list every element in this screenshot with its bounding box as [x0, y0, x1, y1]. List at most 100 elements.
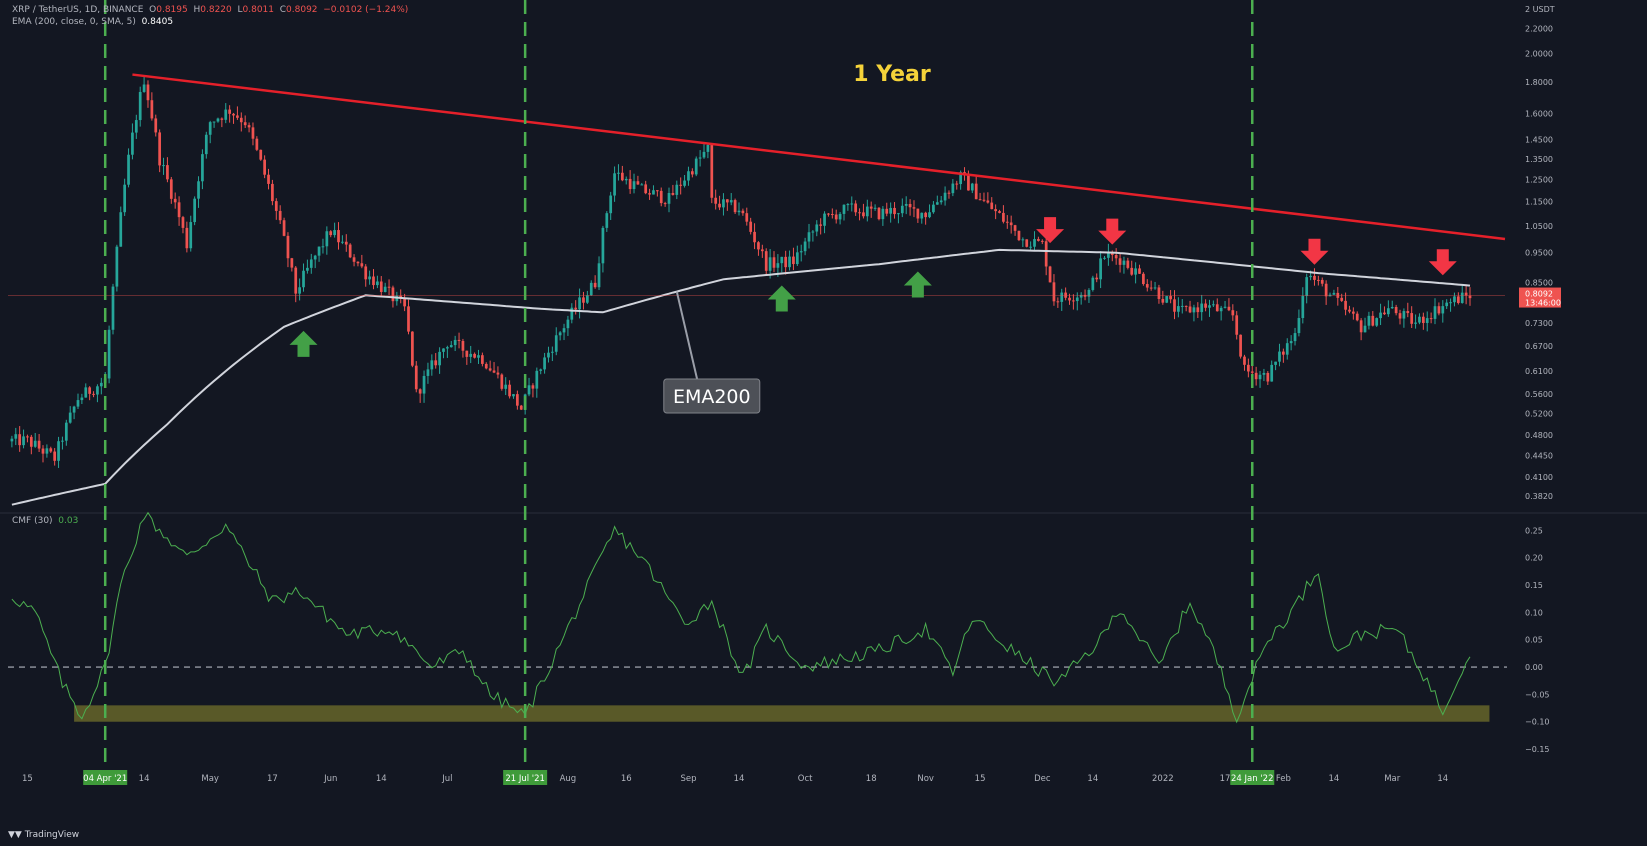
ema-callout-label: EMA200 — [673, 386, 751, 408]
ema-legend-label: EMA (200, close, 0, SMA, 5) — [12, 17, 136, 27]
x-tick-label: 14 — [1087, 774, 1098, 784]
candle-body — [578, 297, 581, 310]
candle-body — [893, 207, 896, 215]
candle-body — [414, 365, 418, 390]
price-tick-label: 0.4450 — [1525, 451, 1553, 460]
candle-body — [84, 387, 88, 398]
candle-body — [694, 158, 698, 175]
candle-body — [683, 180, 686, 186]
candle-body — [146, 84, 150, 101]
candle-body — [426, 369, 430, 376]
candle-body — [959, 172, 962, 185]
candle-body — [1005, 221, 1009, 223]
candle-body — [792, 256, 795, 265]
candle-body — [119, 212, 123, 247]
candle-body — [1247, 364, 1250, 372]
candle-body — [516, 394, 519, 406]
candle-body — [294, 267, 298, 294]
ema-legend-value: 0.8405 — [141, 17, 174, 27]
candle-body — [943, 192, 947, 201]
candle-body — [850, 203, 854, 205]
candle-body — [889, 207, 893, 214]
candle-body — [492, 370, 496, 373]
candle-body — [784, 256, 788, 268]
candle-body — [512, 394, 515, 397]
candle-body — [1208, 305, 1211, 308]
candle-body — [1363, 325, 1367, 333]
candle-body — [1145, 284, 1149, 288]
candle-body — [1274, 361, 1277, 365]
candle-body — [986, 200, 990, 203]
candle-body — [278, 210, 282, 221]
candle-body — [10, 438, 14, 442]
candle-body — [1293, 333, 1297, 342]
candle-body — [96, 386, 99, 395]
x-tick-label: 14 — [1329, 774, 1340, 784]
x-tick-label: Sep — [680, 774, 696, 784]
candle-body — [788, 256, 791, 268]
candle-body — [877, 207, 881, 220]
candle-body — [1219, 307, 1223, 312]
candle-body — [169, 179, 173, 199]
candle-body — [854, 203, 858, 213]
candle-body — [29, 436, 33, 447]
candle-body — [131, 132, 134, 155]
candle-body — [1340, 297, 1344, 301]
candle-body — [718, 203, 721, 208]
candle-body — [92, 393, 95, 395]
candle-body — [469, 353, 473, 357]
candle-body — [640, 184, 644, 186]
candle-body — [947, 192, 951, 194]
tradingview-logo-icon: ▼▼ — [8, 830, 22, 840]
low-value: 0.8011 — [242, 5, 275, 15]
x-tick-label: 16 — [621, 774, 632, 784]
candle-body — [873, 207, 877, 209]
candle-body — [348, 244, 352, 258]
candle-body — [1037, 239, 1040, 241]
candle-body — [177, 202, 181, 218]
candle-body — [687, 171, 690, 181]
candle-body — [1052, 282, 1056, 302]
candle-body — [904, 204, 908, 206]
tradingview-logo[interactable]: ▼▼ TradingView — [8, 830, 79, 840]
candle-body — [53, 451, 57, 461]
price-tick-label: 2.0000 — [1525, 50, 1553, 59]
candle-body — [1165, 296, 1169, 303]
candle-body — [1243, 356, 1246, 365]
x-tick-label: 15 — [22, 774, 33, 784]
candle-body — [1453, 296, 1456, 303]
candle-body — [154, 118, 158, 133]
candle-body — [566, 319, 570, 329]
candle-body — [290, 258, 294, 268]
candle-body — [57, 441, 60, 461]
candle-body — [407, 306, 410, 332]
candle-body — [1414, 322, 1417, 324]
candle-body — [834, 214, 838, 220]
candle-body — [990, 202, 994, 210]
candle-body — [846, 204, 850, 206]
candle-body — [543, 357, 546, 370]
candle-body — [652, 190, 655, 195]
candle-body — [267, 174, 270, 184]
candle-body — [442, 348, 445, 352]
candle-body — [741, 210, 745, 214]
candle-body — [243, 122, 247, 126]
candle-body — [325, 231, 329, 247]
candle-body — [869, 206, 873, 209]
candle-body — [1266, 372, 1270, 382]
candle-body — [88, 387, 92, 394]
candle-body — [317, 246, 321, 256]
high-value: 0.8220 — [200, 5, 232, 15]
candle-body — [1406, 311, 1410, 314]
candle-body — [1317, 279, 1320, 281]
candle-body — [107, 329, 111, 379]
candle-body — [1040, 240, 1044, 242]
candle-body — [173, 198, 177, 203]
candle-body — [974, 183, 978, 200]
candle-body — [1383, 312, 1386, 315]
candle-body — [830, 214, 834, 216]
candle-body — [352, 257, 356, 262]
x-tick-label: 24 Jan '22 — [1231, 774, 1273, 784]
candle-body — [1180, 305, 1184, 307]
